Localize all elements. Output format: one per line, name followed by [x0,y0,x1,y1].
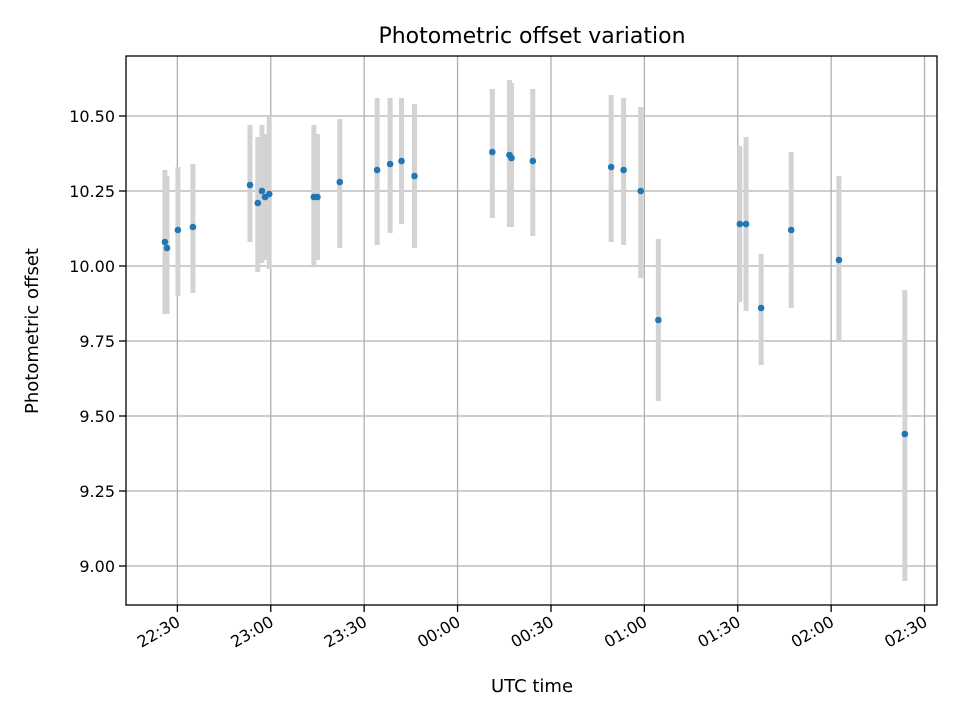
y-axis-ticks: 9.00 9.25 9.50 9.75 10.00 10.25 10.50 [69,107,126,576]
data-point [258,187,266,195]
data-point [163,244,171,252]
data-point [736,220,744,228]
x-axis-label: UTC time [491,676,573,697]
data-points [161,148,909,438]
data-point [620,166,627,174]
data-point [411,172,418,180]
y-tick-label: 10.25 [69,182,115,201]
data-point [398,157,405,165]
y-tick-label: 9.50 [79,407,115,426]
grid [126,56,937,605]
data-point [314,193,321,201]
y-tick-label: 9.00 [79,557,115,576]
data-point [336,178,344,186]
y-tick-label: 10.50 [69,107,115,126]
data-point [757,304,765,312]
data-point [265,190,273,198]
data-point [742,220,750,228]
data-point [637,187,645,195]
y-tick-label: 9.75 [79,332,115,351]
x-tick-label: 00:30 [508,612,557,652]
data-point [901,430,909,438]
x-tick-label: 02:30 [881,612,930,652]
y-axis-label: Photometric offset [22,248,43,414]
y-tick-label: 9.25 [79,482,115,501]
plot-frame [125,55,938,606]
x-tick-label: 00:00 [414,612,463,652]
data-point [373,166,381,174]
data-point [254,199,262,207]
data-point [386,160,394,168]
data-point [835,256,843,264]
x-axis-ticks: 22:30 23:00 23:30 00:00 00:30 01:00 01:30 02:00… [134,605,931,652]
data-point [655,316,662,324]
x-tick-label: 01:00 [601,612,650,652]
data-point [246,181,254,189]
x-tick-label: 23:00 [227,612,276,652]
y-tick-label: 10.00 [69,257,115,276]
x-tick-label: 02:00 [788,612,837,652]
x-tick-label: 23:30 [321,612,370,652]
data-point [161,238,169,246]
data-point [529,157,537,165]
data-point [787,226,795,234]
data-point [508,154,515,162]
error-bars [162,80,908,581]
data-point [607,163,615,171]
data-point [174,226,182,234]
chart-title: Photometric offset variation [378,24,685,49]
data-point [189,223,197,231]
x-tick-label: 22:30 [134,612,183,652]
data-point [489,148,496,156]
x-tick-label: 01:30 [694,612,743,652]
